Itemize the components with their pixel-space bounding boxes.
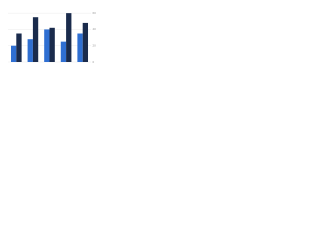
bar <box>44 29 50 62</box>
y-tick-label: 0 <box>93 60 95 64</box>
y-tick-label: 40 <box>93 27 97 31</box>
chart: 0 20 40 60 <box>8 11 97 64</box>
bar <box>32 17 39 62</box>
bar <box>77 33 83 62</box>
bar <box>16 33 22 62</box>
bar <box>27 39 33 62</box>
bar <box>82 22 89 63</box>
bar <box>66 13 72 63</box>
bar <box>10 45 17 62</box>
bar <box>49 27 55 62</box>
bar <box>60 41 67 62</box>
y-tick-label: 20 <box>93 44 97 48</box>
y-tick-label: 60 <box>93 11 97 15</box>
